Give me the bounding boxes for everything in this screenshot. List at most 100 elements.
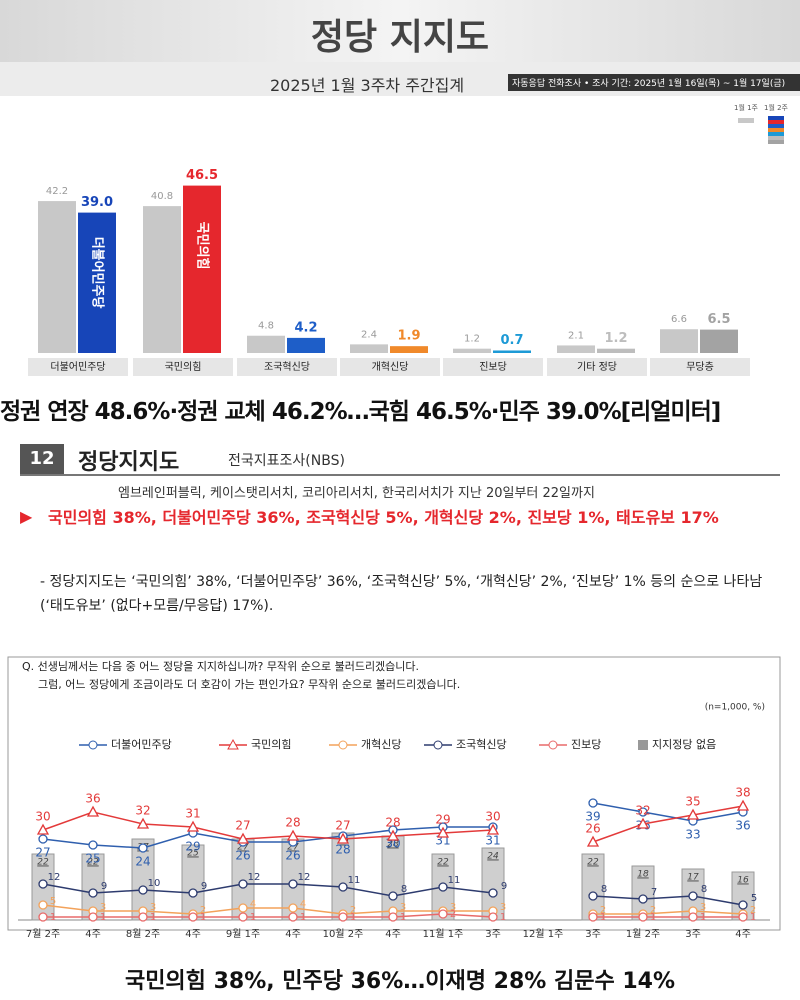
value-label: 1 [700, 912, 706, 923]
value-label: 22 [437, 858, 449, 868]
value-label: 2.1 [568, 330, 584, 341]
x-tick-label: 8월 2주 [126, 928, 160, 940]
point [338, 912, 348, 922]
point [138, 843, 148, 853]
x-tick-label: 3주 [485, 929, 501, 940]
point [138, 885, 148, 895]
point [336, 832, 350, 844]
point [586, 835, 600, 847]
point [736, 799, 750, 811]
value-label: 27 [237, 843, 249, 853]
point [286, 829, 300, 841]
value-label: 31 [485, 834, 500, 848]
point [238, 912, 248, 922]
bar [453, 348, 491, 353]
value-label: 40.8 [151, 191, 173, 202]
value-label: 27 [335, 819, 350, 833]
point [588, 912, 598, 922]
value-label: 1 [750, 912, 756, 923]
point [88, 888, 98, 898]
value-label: 9 [101, 881, 107, 892]
point [238, 879, 248, 889]
value-label: 24 [135, 855, 150, 869]
point [38, 900, 48, 910]
value-label: 28 [385, 816, 400, 830]
x-tick-label: 더불어민주당 [50, 361, 105, 373]
x-tick-label: 4주 [735, 929, 751, 940]
value-label: 1 [350, 912, 356, 923]
value-label: 32 [635, 804, 650, 818]
series-line [43, 913, 743, 918]
bar [660, 329, 698, 353]
value-label: 33 [685, 828, 700, 842]
bar-inner-label: 국민의힘 [195, 222, 211, 270]
point [38, 879, 48, 889]
bar [700, 329, 738, 353]
value-label: 22 [87, 858, 99, 868]
rule [20, 474, 780, 476]
legend-swatch [768, 140, 784, 144]
x-tick-label: 9월 1주 [226, 928, 260, 940]
value-label: 1 [100, 912, 106, 923]
x-tick-label: 무당층 [686, 361, 714, 373]
value-label: 31 [185, 807, 200, 821]
x-tick-label: 4주 [385, 929, 401, 940]
legend-swatch [768, 136, 784, 140]
point [588, 798, 598, 808]
value-label: 3 [150, 902, 156, 913]
value-label: 2 [750, 905, 756, 916]
value-label: 11 [448, 875, 461, 886]
value-label: 30 [485, 810, 500, 824]
value-label: 36 [735, 819, 750, 833]
legend-label: 진보당 [571, 738, 601, 751]
value-label: 1 [500, 912, 506, 923]
x-tick-label: 조국혁신당 [264, 361, 310, 373]
category-box [28, 358, 128, 376]
point [238, 903, 248, 913]
value-label: 1 [250, 912, 256, 923]
value-label: 30 [35, 810, 50, 824]
value-label: 1 [150, 912, 156, 923]
x-tick-label: 4주 [85, 929, 101, 940]
point [688, 891, 698, 901]
legend-swatch [768, 132, 784, 136]
value-label: 1.2 [604, 331, 627, 346]
section-heading: 정당지지도 [78, 450, 180, 475]
x-tick-label: 진보당 [479, 361, 507, 373]
value-label: 8 [701, 884, 707, 895]
point [486, 823, 500, 835]
value-label: 1 [650, 912, 656, 923]
point [436, 826, 450, 838]
value-label: 12 [298, 872, 311, 883]
point [288, 879, 298, 889]
point [438, 909, 448, 919]
value-label: 8 [401, 884, 407, 895]
title: 정당 지지도 [310, 17, 490, 58]
highlight: 국민의힘 38%, 더불어민주당 36%, 조국혁신당 5%, 개혁신당 2%,… [48, 508, 719, 527]
category-box [443, 358, 543, 376]
value-label: 28 [285, 816, 300, 830]
category-box [650, 358, 750, 376]
value-label: 32 [135, 804, 150, 818]
subtitle: 2025년 1월 3주차 주간집계 [270, 76, 465, 95]
value-label: 4 [250, 899, 256, 910]
x-tick-label: 4주 [285, 929, 301, 940]
arrow: ▶ [20, 507, 33, 526]
value-label: 26 [235, 849, 250, 863]
source: 전국지표조사(NBS) [228, 453, 345, 469]
value-label: 3 [400, 902, 406, 913]
value-label: 6.5 [707, 312, 730, 327]
method: 자동응답 전화조사 • 조사 기간: 2025년 1월 16일(목) ~ 1월 … [508, 74, 800, 91]
value-label: 25 [187, 849, 199, 859]
value-label: 28 [335, 843, 350, 857]
bar [557, 345, 595, 353]
point [288, 903, 298, 913]
value-label: 5 [50, 896, 56, 907]
title-band [0, 0, 800, 62]
legend-label: 1월 2주 [764, 103, 789, 112]
value-label: 5 [751, 893, 757, 904]
legend-label: 1월 1주 [734, 103, 759, 112]
point [388, 891, 398, 901]
point [188, 888, 198, 898]
x-tick-label: 10월 2주 [323, 928, 364, 940]
